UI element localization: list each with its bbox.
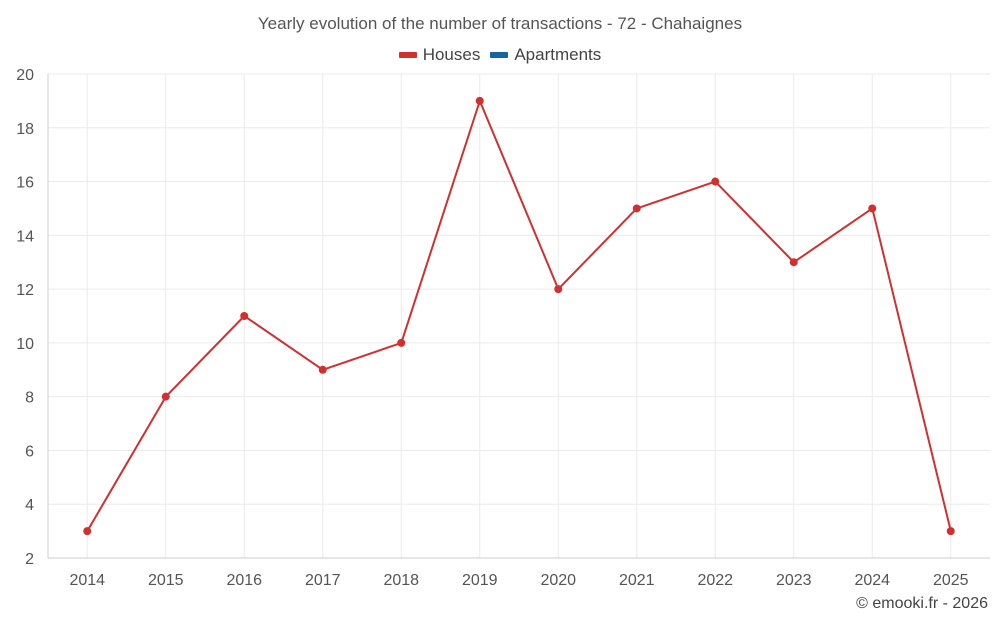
y-tick-label: 8 <box>25 390 34 407</box>
x-tick-label: 2015 <box>148 572 184 589</box>
data-point <box>397 338 406 347</box>
data-point <box>868 204 877 213</box>
y-tick-label: 6 <box>25 443 34 460</box>
legend-label-houses: Houses <box>422 45 481 64</box>
data-point <box>554 285 563 294</box>
y-tick-label: 18 <box>16 121 34 138</box>
data-point <box>711 177 720 186</box>
credit-text: © emooki.fr - 2026 <box>856 595 988 612</box>
data-point <box>161 392 170 401</box>
legend-swatch-houses <box>398 52 417 58</box>
y-tick-label: 14 <box>16 228 34 245</box>
x-tick-label: 2023 <box>776 572 812 589</box>
legend-item-apartments[interactable]: Apartments <box>490 45 601 65</box>
data-point <box>83 527 92 536</box>
legend-item-houses[interactable]: Houses <box>398 45 481 65</box>
chart-legend: Houses Apartments <box>0 45 1000 65</box>
data-point <box>789 258 798 267</box>
series-line-houses <box>86 99 952 532</box>
legend-swatch-apartments <box>490 52 509 58</box>
legend-label-apartments: Apartments <box>514 45 602 64</box>
x-tick-label: 2020 <box>540 572 576 589</box>
data-point <box>318 365 327 374</box>
x-tick-label: 2021 <box>619 572 655 589</box>
y-tick-label: 16 <box>16 175 34 192</box>
x-tick-label: 2025 <box>933 572 969 589</box>
data-point <box>632 204 641 213</box>
y-tick-label: 20 <box>16 67 34 84</box>
data-point <box>240 312 249 320</box>
x-tick-label: 2017 <box>305 572 341 589</box>
y-tick-label: 12 <box>16 282 34 299</box>
y-tick-label: 10 <box>16 336 34 353</box>
y-tick-label: 4 <box>25 497 34 514</box>
x-tick-label: 2014 <box>69 572 105 589</box>
data-point <box>946 527 955 536</box>
x-tick-label: 2022 <box>697 572 733 589</box>
chart-title: Yearly evolution of the number of transa… <box>257 14 743 33</box>
x-tick-label: 2024 <box>854 572 890 589</box>
x-tick-label: 2019 <box>462 572 498 589</box>
data-point <box>475 96 484 105</box>
y-tick-label: 2 <box>25 551 34 568</box>
x-tick-label: 2018 <box>383 572 419 589</box>
x-tick-label: 2016 <box>226 572 262 589</box>
